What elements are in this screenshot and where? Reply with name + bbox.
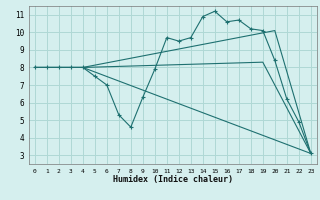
X-axis label: Humidex (Indice chaleur): Humidex (Indice chaleur)	[113, 175, 233, 184]
